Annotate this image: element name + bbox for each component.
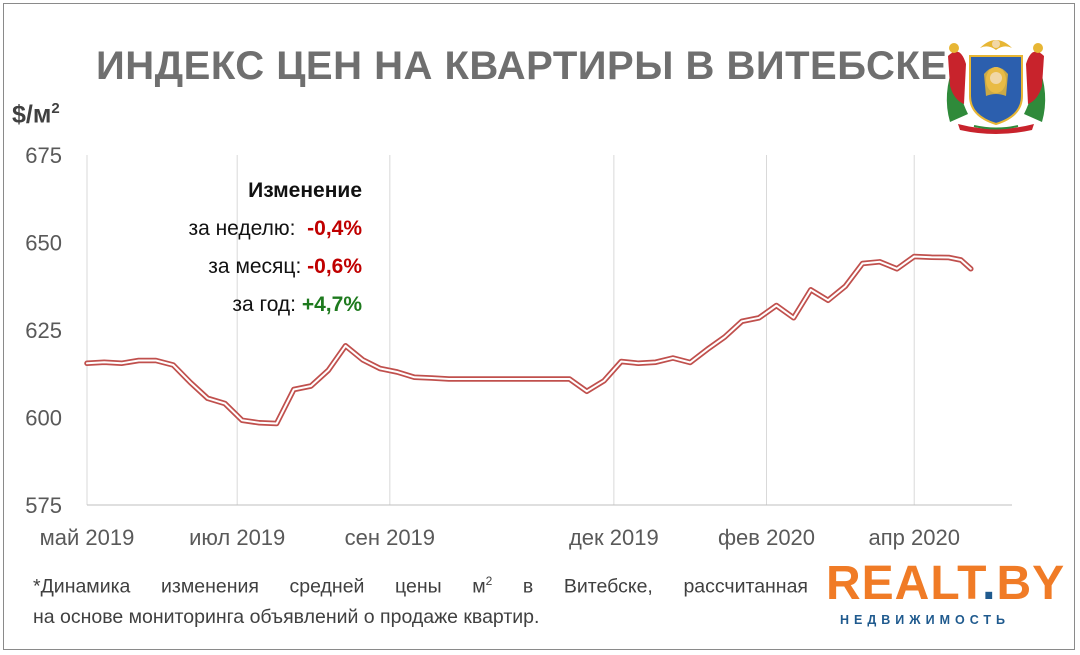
series-line-inner	[86, 255, 972, 425]
logo-brand-b: BY	[996, 557, 1066, 610]
y-tick-label: 625	[25, 318, 62, 343]
footnote-sup: 2	[485, 574, 493, 588]
y-tick-label: 575	[25, 493, 62, 518]
change-week-row: за неделю: -0,4%	[160, 210, 362, 248]
x-tick-label: сен 2019	[345, 525, 435, 550]
change-year-row: за год: +4,7%	[160, 286, 362, 324]
vitebsk-coat-of-arms-icon	[946, 40, 1046, 134]
y-unit-sup: 2	[51, 100, 60, 117]
realt-logo: REALT.BY НЕДВИЖИМОСТЬ	[826, 556, 1064, 632]
change-week-value: -0,4%	[307, 217, 362, 240]
logo-brand-a: REALT	[826, 557, 983, 610]
change-year-label: за год:	[232, 293, 297, 316]
x-tick-label: май 2019	[40, 525, 135, 550]
y-tick-label: 675	[25, 143, 62, 168]
footnote: *Динамика изменения средней цены м2 в Ви…	[33, 566, 808, 632]
footnote-line-1: *Динамика изменения средней цены м2 в Ви…	[33, 566, 808, 602]
change-month-label: за месяц:	[208, 255, 302, 278]
chart-title: ИНДЕКС ЦЕН НА КВАРТИРЫ В ВИТЕБСКЕ	[96, 44, 948, 88]
y-tick-label: 650	[25, 231, 62, 256]
x-tick-label: апр 2020	[869, 525, 960, 550]
y-axis-unit: $/м2	[12, 100, 60, 129]
x-tick-label: июл 2019	[189, 525, 285, 550]
logo-brand: REALT.BY	[826, 556, 1065, 611]
change-month-row: за месяц: -0,6%	[160, 248, 362, 286]
footnote-line-1-b: в Витебске, рассчитанная	[492, 575, 808, 598]
logo-brand-dot: .	[982, 557, 997, 610]
footnote-line-2: на основе мониторинга объявлений о прода…	[33, 605, 540, 628]
change-header: Изменение	[248, 179, 362, 202]
x-tick-label: фев 2020	[718, 525, 815, 550]
change-summary: Изменение за неделю: -0,4% за месяц: -0,…	[160, 172, 362, 324]
y-unit-text: $/м	[12, 100, 52, 129]
x-tick-label: дек 2019	[569, 525, 659, 550]
chart-frame	[3, 3, 1075, 650]
y-tick-label: 600	[25, 406, 62, 431]
change-month-value: -0,6%	[307, 255, 362, 278]
change-year-value: +4,7%	[301, 293, 362, 316]
logo-subtitle: НЕДВИЖИМОСТЬ	[840, 613, 1011, 627]
footnote-line-1-a: *Динамика изменения средней цены м	[33, 575, 486, 598]
change-week-label: за неделю:	[188, 217, 296, 240]
